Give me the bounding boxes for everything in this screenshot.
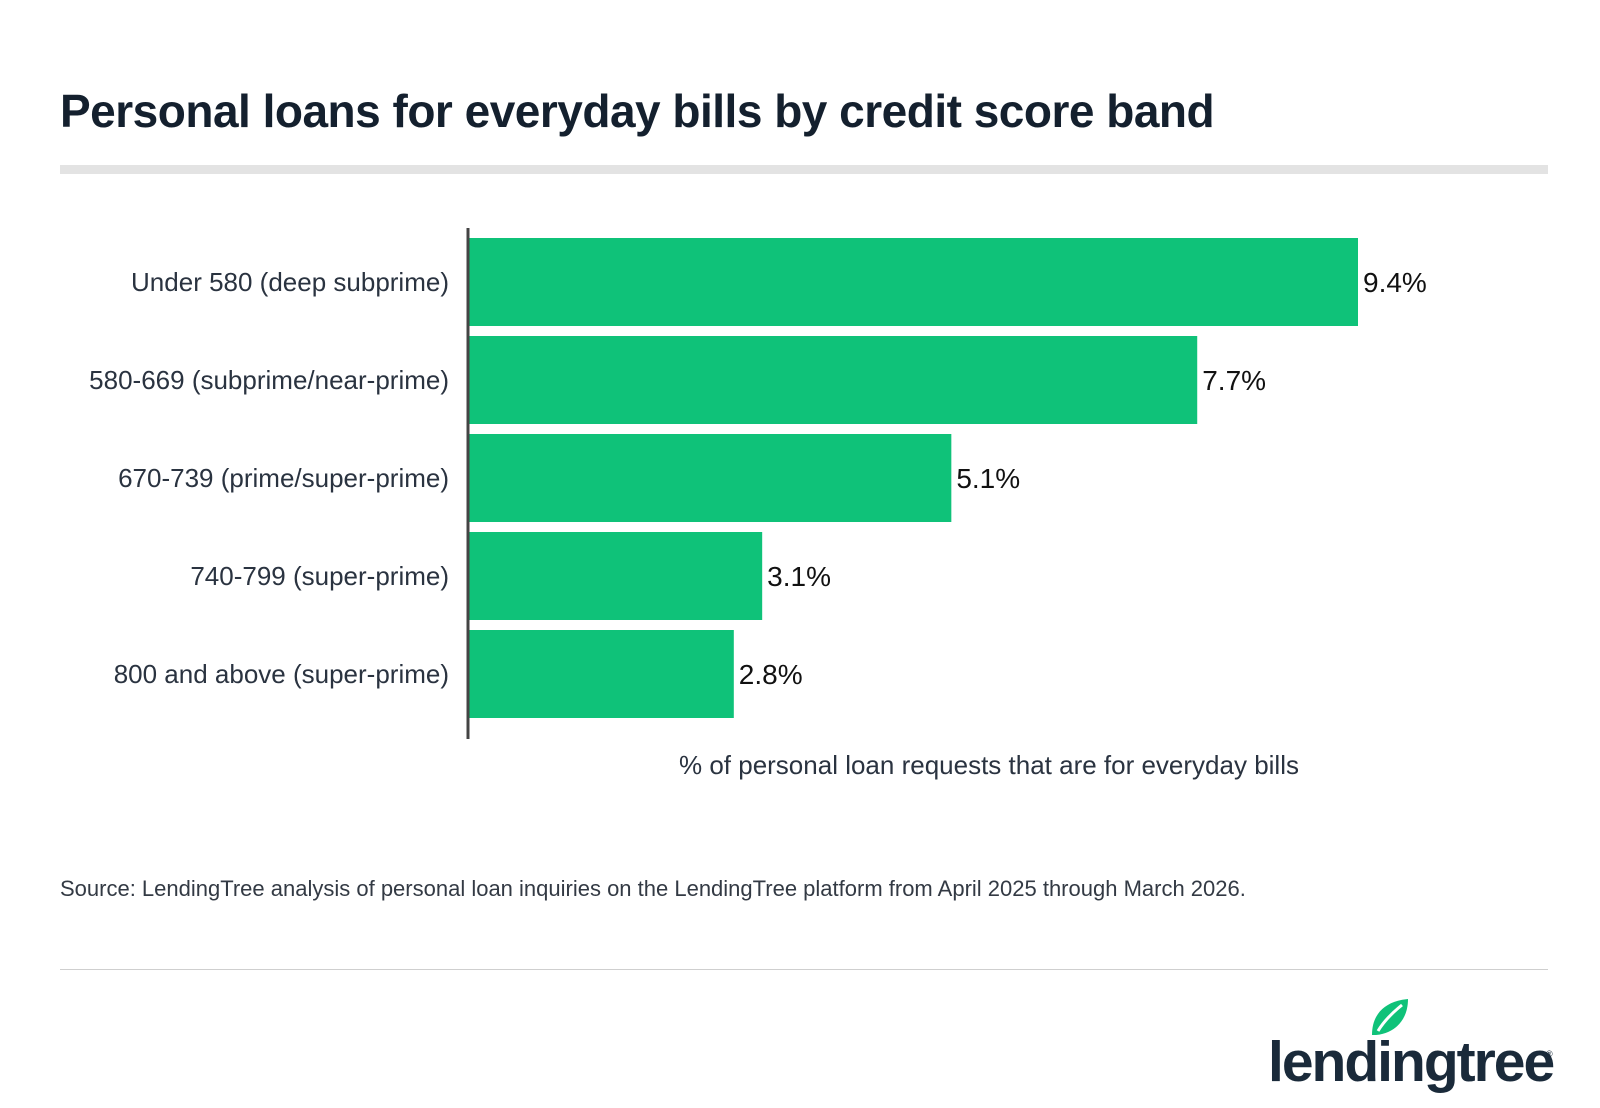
category-label: 670-739 (prime/super-prime) — [118, 463, 449, 493]
data-label: 2.8% — [739, 659, 803, 690]
bar — [469, 238, 1358, 326]
footer-divider — [60, 969, 1548, 970]
x-axis-label: % of personal loan requests that are for… — [679, 750, 1299, 780]
logo-wordmark: lendingtree — [1268, 1030, 1555, 1094]
data-label: 9.4% — [1363, 267, 1427, 298]
category-label: 580-669 (subprime/near-prime) — [89, 365, 449, 395]
data-label: 5.1% — [956, 463, 1020, 494]
bar — [469, 434, 952, 522]
bar — [469, 630, 734, 718]
category-label: 740-799 (super-prime) — [190, 561, 449, 591]
chart-title: Personal loans for everyday bills by cre… — [60, 85, 1215, 137]
bar — [469, 532, 763, 620]
leaf-icon — [1372, 999, 1408, 1035]
title-divider — [60, 165, 1548, 174]
registered-mark: ® — [1546, 1049, 1553, 1059]
source-note: Source: LendingTree analysis of personal… — [60, 876, 1246, 901]
bar — [469, 336, 1198, 424]
category-label: 800 and above (super-prime) — [114, 659, 449, 689]
data-label: 7.7% — [1202, 365, 1266, 396]
data-label: 3.1% — [767, 561, 831, 592]
category-label: Under 580 (deep subprime) — [131, 267, 449, 297]
lendingtree-logo: lendingtree ® — [1268, 995, 1558, 1095]
bar-chart: Under 580 (deep subprime) 9.4% 580-669 (su… — [89, 228, 1427, 780]
